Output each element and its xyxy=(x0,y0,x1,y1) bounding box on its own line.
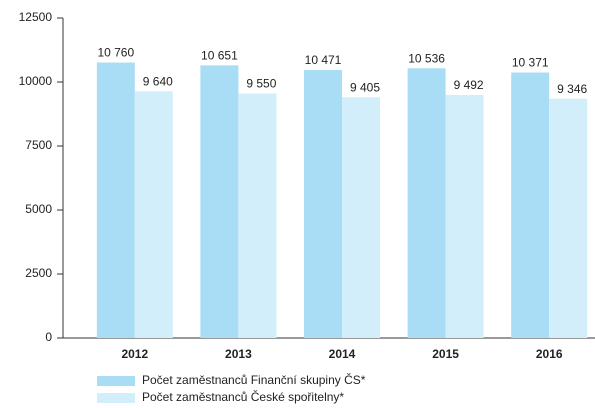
value-label: 9 640 xyxy=(143,74,173,88)
value-label: 9 405 xyxy=(350,80,380,94)
x-tick-label: 2012 xyxy=(121,347,148,361)
x-tick-label: 2016 xyxy=(536,347,563,361)
bar xyxy=(134,91,173,338)
y-tick-label: 12500 xyxy=(19,10,53,24)
bar xyxy=(407,68,446,339)
value-label: 10 536 xyxy=(408,51,445,65)
value-label: 9 492 xyxy=(454,78,484,92)
bar xyxy=(96,62,135,338)
x-tick-label: 2013 xyxy=(225,347,252,361)
value-label: 10 651 xyxy=(201,49,238,63)
value-label: 9 346 xyxy=(557,82,587,96)
value-label: 10 371 xyxy=(512,56,549,70)
bar xyxy=(200,65,239,338)
x-tick-label: 2015 xyxy=(432,347,459,361)
x-tick-label: 2014 xyxy=(329,347,356,361)
bar xyxy=(511,72,550,338)
y-tick-label: 0 xyxy=(45,330,52,344)
legend-label: Počet zaměstnanců České spořitelny* xyxy=(142,389,344,404)
y-tick-label: 7500 xyxy=(25,138,52,152)
y-tick-label: 10000 xyxy=(19,74,53,88)
value-label: 10 760 xyxy=(97,46,134,60)
bar xyxy=(342,97,380,339)
legend-swatch xyxy=(97,393,135,403)
bar xyxy=(445,95,484,339)
bar xyxy=(549,98,588,338)
value-label: 10 471 xyxy=(305,53,342,67)
legend-swatch xyxy=(97,376,135,386)
value-label: 9 550 xyxy=(246,77,276,91)
bar xyxy=(304,69,342,339)
bar xyxy=(238,93,277,339)
y-tick-label: 5000 xyxy=(25,202,52,216)
legend-label: Počet zaměstnanců Finanční skupiny ČS* xyxy=(142,372,366,387)
y-tick-label: 2500 xyxy=(25,266,52,280)
